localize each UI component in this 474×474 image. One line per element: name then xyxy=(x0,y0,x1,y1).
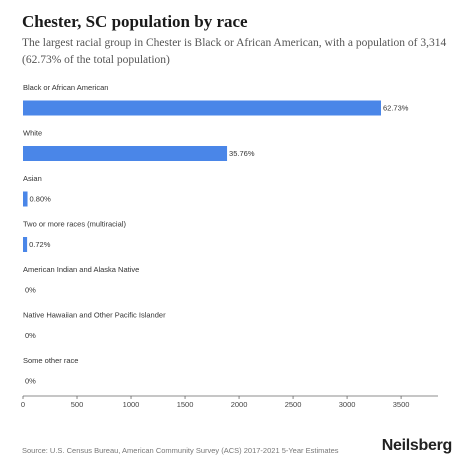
category-label: Black or African American xyxy=(23,83,108,92)
category-label: Native Hawaiian and Other Pacific Island… xyxy=(23,311,166,320)
category-label: Some other race xyxy=(23,356,78,365)
x-tick-label: 1000 xyxy=(123,400,140,409)
data-label: 62.73% xyxy=(383,104,409,113)
bar xyxy=(23,146,228,161)
category-label: Two or more races (multiracial) xyxy=(23,220,126,229)
chart-title: Chester, SC population by race xyxy=(22,12,248,31)
data-label: 0% xyxy=(25,331,36,340)
bar xyxy=(23,100,381,116)
bar xyxy=(23,237,28,252)
category-label: White xyxy=(23,129,42,138)
data-label: 0.80% xyxy=(30,195,52,204)
x-tick-label: 2500 xyxy=(285,400,302,409)
brand-logo: Neilsberg xyxy=(381,437,453,454)
data-label: 0.72% xyxy=(29,240,51,249)
x-tick-label: 2000 xyxy=(231,400,248,409)
data-label: 0% xyxy=(25,377,36,386)
category-label: Asian xyxy=(23,174,42,183)
x-tick-label: 3000 xyxy=(339,400,356,409)
x-tick-label: 1500 xyxy=(177,400,194,409)
source-note: Source: U.S. Census Bureau, American Com… xyxy=(22,446,339,455)
x-tick-label: 500 xyxy=(71,400,84,409)
category-label: American Indian and Alaska Native xyxy=(23,265,139,274)
x-tick-label: 0 xyxy=(21,400,25,409)
data-label: 0% xyxy=(25,286,36,295)
chart-subtitle: The largest racial group in Chester is B… xyxy=(22,37,447,66)
x-tick-label: 3500 xyxy=(393,400,410,409)
bar xyxy=(23,191,28,207)
data-label: 35.76% xyxy=(229,149,255,158)
